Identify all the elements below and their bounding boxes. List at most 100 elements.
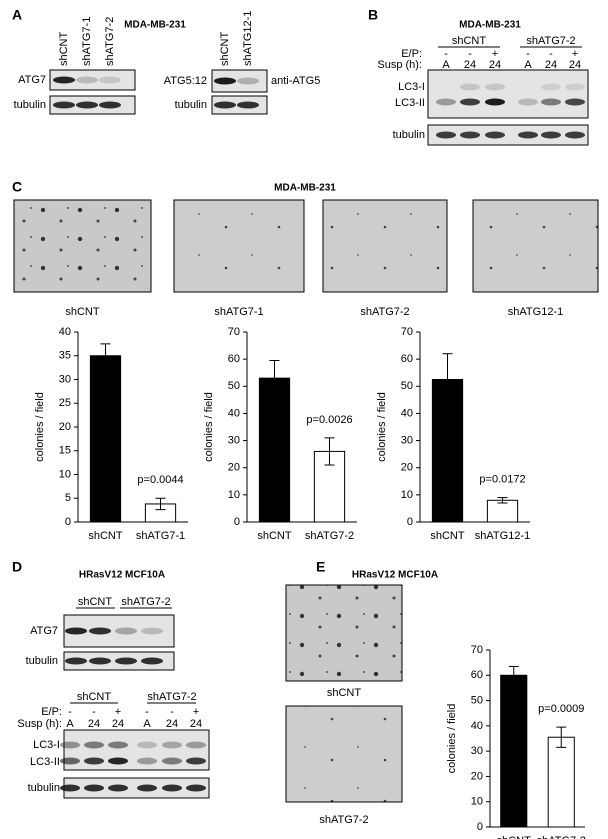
band (53, 76, 75, 84)
band (518, 131, 538, 139)
band (162, 741, 182, 749)
annotation: p=0.0009 (538, 703, 584, 715)
ep-label: + (115, 706, 121, 718)
susp-label: A (66, 718, 74, 730)
x-tick-label: shATG7-2 (305, 530, 354, 542)
bar (547, 736, 575, 828)
lane-label: shCNT (219, 31, 231, 66)
x-tick-label: shCNT (497, 835, 532, 839)
blot (49, 69, 136, 91)
susp-label: 24 (190, 718, 202, 730)
y-tick-label: 20 (228, 462, 240, 474)
band (518, 98, 538, 106)
band (214, 77, 236, 85)
micrograph (173, 199, 305, 293)
ep-label: - (145, 706, 149, 718)
row-label: ATG7 (18, 74, 46, 86)
row-label: LC3-II (30, 756, 60, 768)
band (65, 657, 87, 665)
y-tick-label: 15 (59, 445, 71, 457)
ep-label: - (444, 48, 448, 60)
ep-label: - (68, 706, 72, 718)
row-header: Susp (h): (17, 718, 62, 730)
susp-label: 24 (112, 718, 124, 730)
y-tick-label: 10 (59, 468, 71, 480)
panel-title: HRasV12 MCF10A (352, 570, 438, 581)
bar (89, 355, 122, 523)
blot (427, 69, 589, 119)
band (141, 627, 163, 635)
band (60, 784, 80, 792)
y-tick-label: 35 (59, 350, 71, 362)
band (89, 657, 111, 665)
susp-label: 24 (464, 59, 476, 71)
image-label: shATG12-1 (508, 306, 563, 318)
band (186, 741, 206, 749)
y-tick-label: 20 (471, 770, 483, 782)
y-tick-label: 0 (65, 516, 71, 528)
y-tick-label: 50 (228, 380, 240, 392)
row-header: E/P: (401, 48, 422, 60)
row-label: tubulin (28, 782, 60, 794)
x-tick-label: shCNT (257, 530, 292, 542)
susp-label: 24 (88, 718, 100, 730)
y-tick-label: 70 (471, 644, 483, 656)
y-tick-label: 5 (65, 492, 71, 504)
group-label: shCNT (78, 596, 113, 608)
y-axis-label: colonies / field (376, 392, 388, 462)
band (162, 757, 182, 765)
annotation: p=0.0044 (137, 474, 183, 486)
band (60, 741, 80, 749)
band (460, 131, 480, 139)
band (485, 83, 505, 91)
y-tick-label: 60 (228, 353, 240, 365)
y-tick-label: 60 (401, 353, 413, 365)
y-tick-label: 10 (471, 796, 483, 808)
y-tick-label: 60 (471, 669, 483, 681)
susp-label: A (524, 59, 532, 71)
y-tick-label: 30 (59, 373, 71, 385)
y-axis-label: colonies / field (34, 392, 46, 462)
row-label: LC3-I (398, 81, 425, 93)
ep-label: + (492, 48, 498, 60)
y-tick-label: 30 (228, 434, 240, 446)
y-tick-label: 25 (59, 397, 71, 409)
y-tick-label: 10 (228, 489, 240, 501)
band (214, 101, 236, 109)
y-tick-label: 0 (407, 516, 413, 528)
blot (427, 124, 589, 146)
lane-label: shATG12-1 (242, 11, 254, 66)
band (162, 784, 182, 792)
band (60, 757, 80, 765)
band (108, 741, 128, 749)
y-tick-label: 20 (401, 462, 413, 474)
ep-label: + (572, 48, 578, 60)
y-tick-label: 50 (401, 380, 413, 392)
band (186, 757, 206, 765)
image-label: shATG7-2 (360, 306, 409, 318)
blot (63, 729, 210, 771)
y-axis-label: colonies / field (446, 704, 458, 774)
bar (258, 377, 291, 523)
band (108, 784, 128, 792)
row-header: E/P: (41, 706, 62, 718)
lane-label: shATG7-2 (104, 17, 116, 66)
band (76, 76, 98, 84)
row-label: LC3-II (395, 97, 425, 109)
band (84, 741, 104, 749)
band (460, 83, 480, 91)
band (84, 757, 104, 765)
ep-label: - (468, 48, 472, 60)
group-label: shATG7-2 (121, 596, 170, 608)
x-tick-label: shCNT (430, 530, 465, 542)
group-label: shATG7-2 (526, 35, 575, 47)
band (99, 76, 121, 84)
blot (63, 614, 175, 648)
panel-title: MDA-MB-231 (124, 20, 186, 31)
x-tick-label: shATG7-1 (136, 530, 185, 542)
lane-label: shATG7-1 (81, 17, 93, 66)
row-label: tubulin (14, 99, 46, 111)
band (115, 627, 137, 635)
row-label: tubulin (175, 99, 207, 111)
blot (211, 69, 268, 93)
